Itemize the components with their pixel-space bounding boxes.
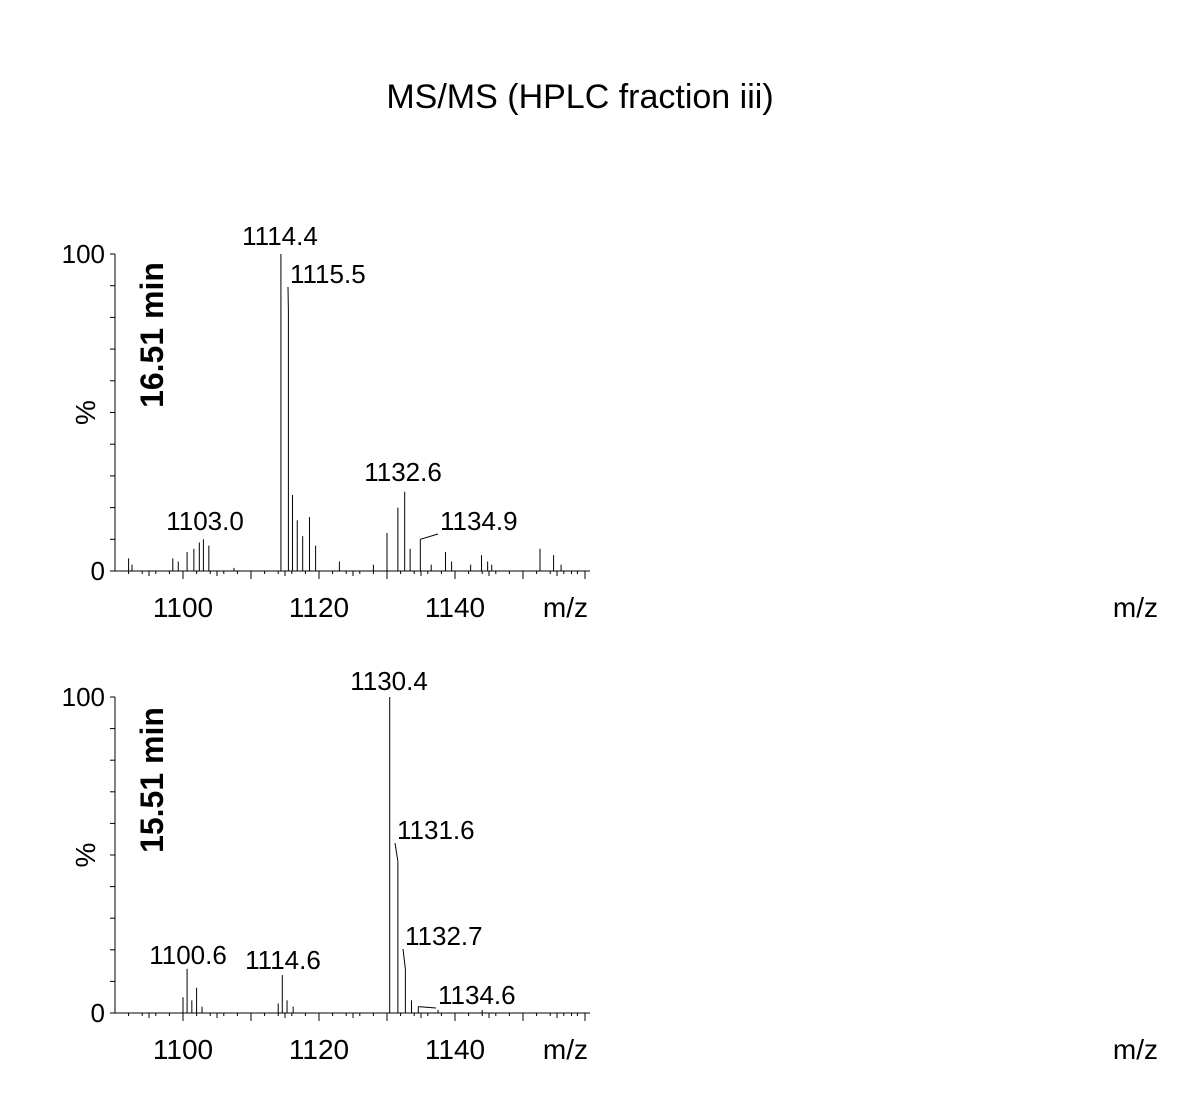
y-axis-label: % [70, 400, 101, 425]
peak-label: 1103.0 [166, 506, 244, 536]
peak-label: 1115.5 [290, 259, 366, 289]
peak-leader-line [395, 843, 398, 861]
y-tick-label: 100 [62, 682, 105, 712]
x-tick-label: 1140 [425, 1034, 485, 1065]
peak-label: 1114.6 [245, 945, 321, 975]
x-tick-label: 1100 [153, 592, 213, 623]
y-tick-label: 0 [91, 556, 105, 586]
peak-label: 1134.9 [440, 506, 518, 536]
x-axis-label: m/z [1113, 592, 1158, 623]
y-tick-label: 0 [91, 998, 105, 1028]
x-tick-label: 1140 [425, 592, 485, 623]
chart-title: MS/MS (HPLC fraction iii) [0, 78, 1160, 117]
retention-time-label: 15.51 min [134, 707, 170, 853]
y-tick-label: 100 [62, 239, 105, 269]
retention-time-label: 16.51 min [134, 262, 170, 408]
peak-label: 1132.6 [364, 457, 442, 487]
x-tick-label: 1100 [153, 1034, 213, 1065]
peak-label: 1134.6 [438, 980, 516, 1010]
peak-leader-line [420, 534, 438, 539]
peak-label: 1100.6 [149, 940, 227, 970]
peak-leader-line [418, 1007, 436, 1008]
peak-leader-line [403, 949, 405, 969]
peak-label: 1130.4 [350, 670, 428, 696]
x-axis-label: m/z [1113, 1034, 1158, 1065]
peak-label: 1131.6 [397, 815, 475, 845]
y-axis-label: % [70, 843, 101, 868]
peak-label: 1132.7 [405, 921, 483, 951]
x-tick-label: 1120 [289, 592, 349, 623]
peak-label: 1114.4 [242, 225, 318, 251]
x-tick-label: 1120 [289, 1034, 349, 1065]
